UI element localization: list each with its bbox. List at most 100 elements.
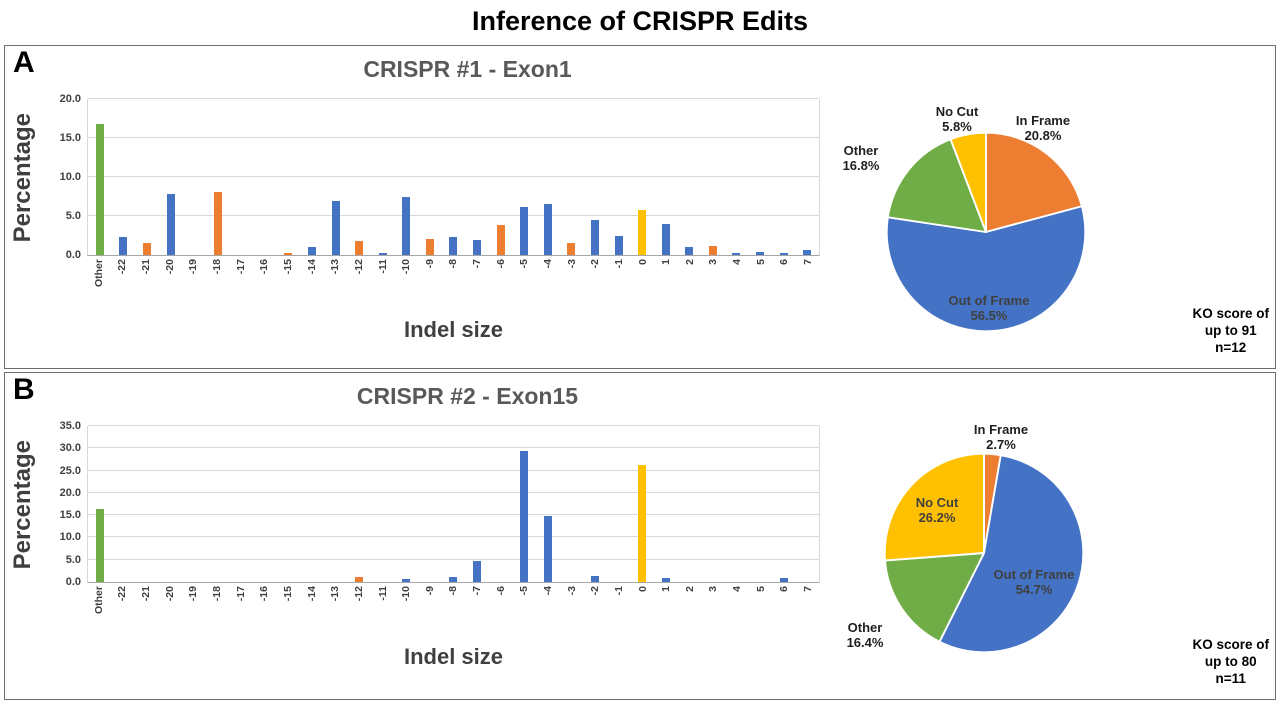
bar-column (654, 99, 678, 255)
panel-b: B CRISPR #2 - Exon15 Percentage 35.0 30.0… (4, 372, 1276, 700)
gridline (88, 447, 819, 449)
bar (779, 252, 788, 255)
x-tick-label: -14 (305, 259, 318, 275)
pie-a-svg (885, 131, 1087, 333)
x-tick-label: -19 (187, 259, 200, 275)
bar-column (300, 99, 324, 255)
bar-column (489, 99, 513, 255)
bar-column (418, 426, 442, 582)
pie-b-label-no-cut: No Cut 26.2% (915, 495, 959, 525)
y-tick-label: 5.0 (65, 210, 81, 222)
x-tick-label: -1 (612, 259, 625, 269)
x-tick-label: -14 (305, 586, 318, 602)
bar (166, 194, 175, 255)
bar-column (135, 426, 159, 582)
bar-column (536, 426, 560, 582)
bar-column (112, 99, 136, 255)
bar-column (229, 99, 253, 255)
bar-column (772, 426, 796, 582)
x-tick-label: -17 (234, 586, 247, 602)
bar (661, 223, 670, 255)
y-tick-label: 20.0 (59, 93, 81, 105)
pie-slice (883, 452, 985, 562)
bar-column (442, 426, 466, 582)
x-tick-label: -21 (140, 259, 153, 275)
bar (402, 578, 411, 582)
gridline (88, 558, 819, 560)
pie-slice (884, 552, 985, 643)
bar (614, 235, 623, 255)
bar-column (465, 426, 489, 582)
bar (449, 576, 458, 582)
bar-column (630, 99, 654, 255)
bar (567, 242, 576, 255)
x-axis-ticks-a: Other -22 -21 -20 -19 -18 -17 -16 -15 -14 -13 -12 -1… (87, 256, 820, 315)
bar (590, 219, 599, 255)
x-tick-label: 0 (636, 259, 649, 265)
bar-column (182, 426, 206, 582)
x-tick-label: 6 (778, 586, 791, 592)
bar-column (748, 99, 772, 255)
y-tick-label: 10.0 (59, 531, 81, 544)
panel-a: A CRISPR #1 - Exon1 Percentage 20.0 15.0 1… (4, 45, 1276, 369)
bar-column (324, 426, 348, 582)
pie-b-label-out-of-frame: Out of Frame 54.7% (993, 567, 1075, 597)
x-tick-label: -9 (423, 586, 436, 596)
bar-column (607, 99, 631, 255)
gridline (88, 215, 819, 216)
panel-a-letter: A (13, 46, 35, 79)
pie-chart-b: In Frame 2.7% No Cut 26.2% Out of Frame … (820, 373, 1152, 699)
bar-column (677, 426, 701, 582)
bar (638, 209, 647, 255)
bar (638, 465, 647, 582)
x-tick-label: -17 (234, 259, 247, 275)
bar-column (725, 99, 749, 255)
bar-column (583, 99, 607, 255)
bar-column (607, 426, 631, 582)
pie-a-label-out-of-frame: Out of Frame 56.5% (948, 293, 1030, 323)
y-tick-label: 15.0 (59, 509, 81, 522)
bar (142, 243, 151, 255)
x-tick-label: -18 (211, 259, 224, 275)
x-tick-label: -19 (187, 586, 200, 602)
bar-column (512, 99, 536, 255)
y-tick-label: 20.0 (59, 486, 81, 499)
bar-column (347, 426, 371, 582)
x-tick-label: -13 (329, 586, 342, 602)
bar-column (88, 99, 112, 255)
y-tick-label: 30.0 (59, 442, 81, 455)
bar-column (560, 426, 584, 582)
bar (590, 575, 599, 582)
bar (543, 204, 552, 255)
gridline (88, 514, 819, 516)
bar-column (583, 426, 607, 582)
gridline (88, 425, 819, 426)
x-tick-label: -16 (258, 586, 271, 602)
bar-column (489, 426, 513, 582)
bar (355, 240, 364, 255)
bar (473, 560, 482, 582)
x-tick-label: -5 (518, 586, 531, 596)
pie-slice (949, 131, 987, 233)
y-axis-title-b: Percentage (9, 439, 36, 570)
bar (213, 191, 222, 255)
y-axis-ticks-a: 20.0 15.0 10.0 5.0 0.0 (41, 93, 87, 261)
x-tick-label: -5 (518, 259, 531, 269)
bar (708, 246, 717, 255)
gridline (88, 469, 819, 471)
bar (95, 508, 104, 582)
x-tick-label: -7 (471, 259, 484, 269)
x-tick-label: -11 (376, 586, 389, 601)
y-tick-label: 10.0 (59, 171, 81, 183)
bar (95, 123, 104, 255)
x-axis-title-b: Indel size (403, 644, 504, 669)
bar-column (371, 426, 395, 582)
x-tick-label: -22 (116, 259, 129, 275)
x-tick-label: -2 (589, 259, 602, 269)
x-tick-label: -20 (163, 259, 176, 275)
pie-slice (886, 138, 987, 233)
bar-column (324, 99, 348, 255)
x-tick-label: 4 (731, 586, 744, 592)
x-tick-label: -15 (281, 259, 294, 275)
